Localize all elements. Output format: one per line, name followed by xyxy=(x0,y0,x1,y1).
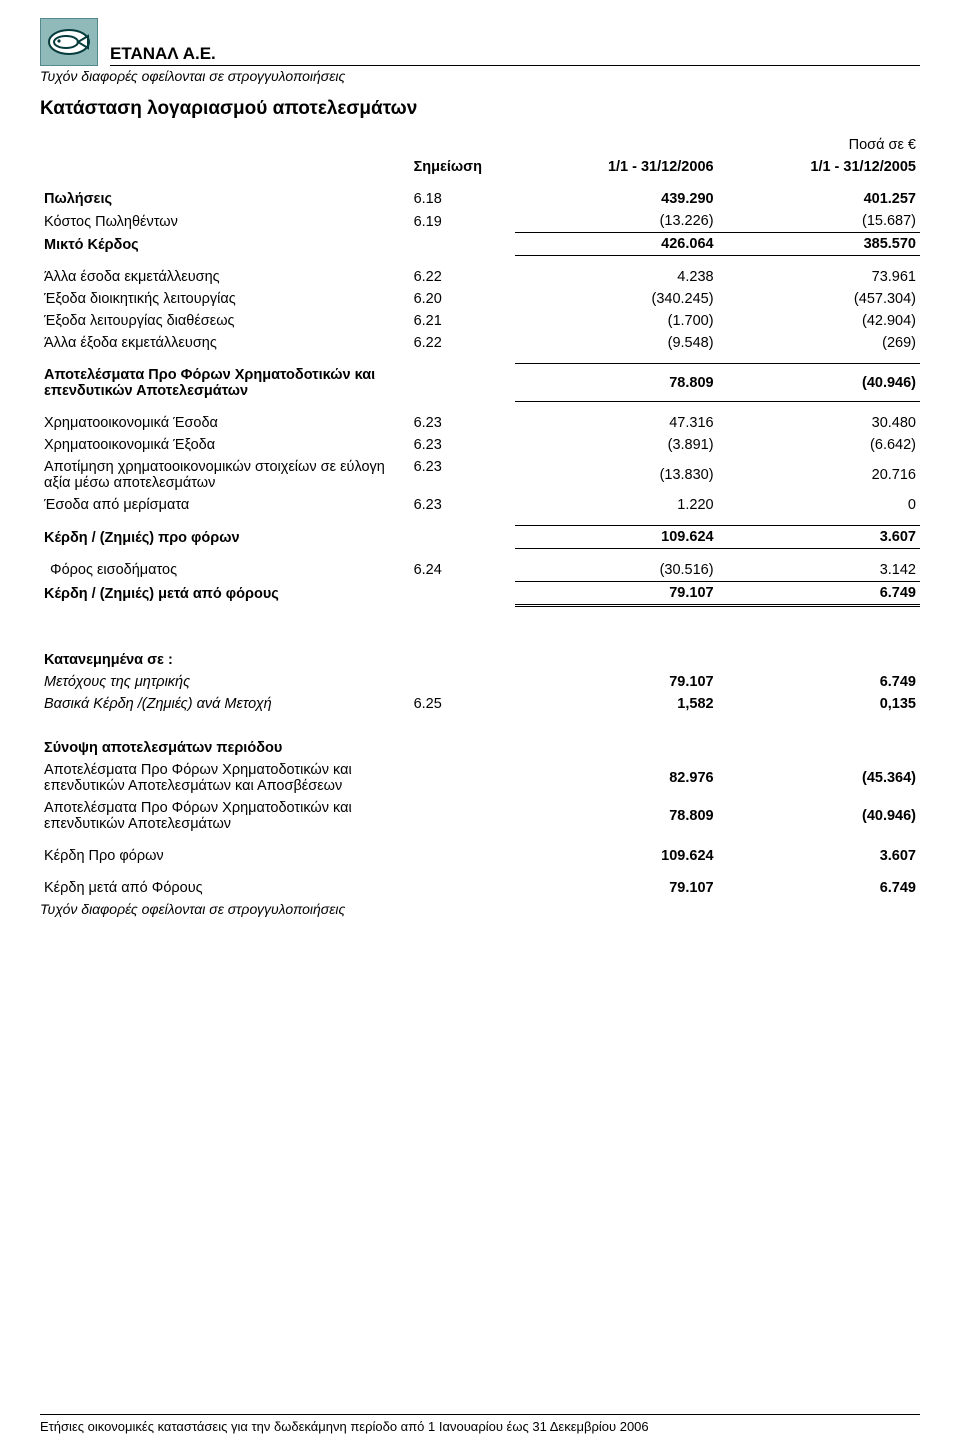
row-dividend-income: Έσοδα από μερίσματα 6.23 1.220 0 xyxy=(40,494,920,516)
row-other-income: Άλλα έσοδα εκμετάλλευσης 6.22 4.238 73.9… xyxy=(40,266,920,288)
row-operating-result: Αποτελέσματα Προ Φόρων Χρηματοδοτικών κα… xyxy=(40,364,920,402)
row-other-exp: Άλλα έξοδα εκμετάλλευσης 6.22 (9.548) (2… xyxy=(40,332,920,354)
header-row: Σημείωση 1/1 - 31/12/2006 1/1 - 31/12/20… xyxy=(40,156,920,178)
row-summary-ebitda: Αποτελέσματα Προ Φόρων Χρηματοδοτικών κα… xyxy=(40,759,920,797)
row-summary-pat: Κέρδη μετά από Φόρους 79.107 6.749 xyxy=(40,877,920,899)
page-footer: Ετήσιες οικονομικές καταστάσεις για την … xyxy=(40,1414,920,1434)
row-sales: Πωλήσεις 6.18 439.290 401.257 xyxy=(40,188,920,210)
row-summary-ebit: Αποτελέσματα Προ Φόρων Χρηματοδοτικών κα… xyxy=(40,797,920,835)
row-cogs: Κόστος Πωληθέντων 6.19 (13.226) (15.687) xyxy=(40,210,920,233)
row-fin-income: Χρηματοοικονομικά Έσοδα 6.23 47.316 30.4… xyxy=(40,412,920,434)
row-eps: Βασικά Κέρδη /(Ζημιές) ανά Μετοχή 6.25 1… xyxy=(40,693,920,715)
row-summary-heading: Σύνοψη αποτελεσμάτων περιόδου xyxy=(40,737,920,759)
row-tax: Φόρος εισοδήματος 6.24 (30.516) 3.142 xyxy=(40,559,920,582)
row-pbt: Κέρδη / (Ζημιές) προ φόρων 109.624 3.607 xyxy=(40,526,920,549)
col-period1: 1/1 - 31/12/2006 xyxy=(515,156,717,178)
company-logo xyxy=(40,18,98,66)
row-pat: Κέρδη / (Ζημιές) μετά από φόρους 79.107 … xyxy=(40,581,920,605)
row-fv-adjustment: Αποτίμηση χρηματοοικονομικών στοιχείων σ… xyxy=(40,456,920,494)
col-period2: 1/1 - 31/12/2005 xyxy=(718,156,920,178)
rounding-note-top: Τυχόν διαφορές οφείλονται σε στρογγυλοπο… xyxy=(40,68,920,84)
currency-note: Ποσά σε € xyxy=(718,134,920,156)
row-parent-shareholders: Μετόχους της μητρικής 79.107 6.749 xyxy=(40,671,920,693)
row-admin-exp: Έξοδα διοικητικής λειτουργίας 6.20 (340.… xyxy=(40,288,920,310)
col-note-head: Σημείωση xyxy=(410,156,516,178)
income-statement-table: Ποσά σε € Σημείωση 1/1 - 31/12/2006 1/1 … xyxy=(40,134,920,899)
row-dist-exp: Έξοδα λειτουργίας διαθέσεως 6.21 (1.700)… xyxy=(40,310,920,332)
row-fin-expense: Χρηματοοικονομικά Έξοδα 6.23 (3.891) (6.… xyxy=(40,434,920,456)
row-alloc-heading: Κατανεμημένα σε : xyxy=(40,649,920,671)
currency-row: Ποσά σε € xyxy=(40,134,920,156)
row-gross: Μικτό Κέρδος 426.064 385.570 xyxy=(40,233,920,256)
page-title: Κατάσταση λογαριασμού αποτελεσμάτων xyxy=(40,98,920,120)
rounding-note-bottom: Τυχόν διαφορές οφείλονται σε στρογγυλοπο… xyxy=(40,901,920,917)
row-summary-pbt: Κέρδη Προ φόρων 109.624 3.607 xyxy=(40,845,920,867)
company-name: ΕΤΑΝΑΛ Α.Ε. xyxy=(110,44,920,66)
